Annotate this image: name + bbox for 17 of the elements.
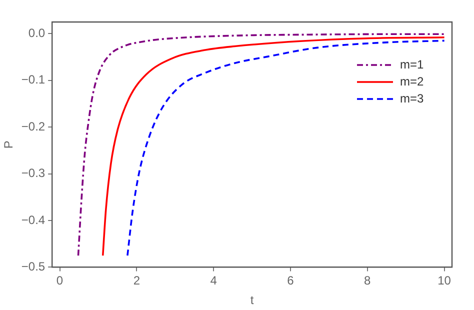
x-tick-label: 0 (56, 274, 64, 288)
legend-label: m=1 (400, 57, 424, 72)
x-tick-label: 6 (287, 274, 294, 288)
x-tick-label: 4 (210, 274, 218, 288)
y-tick-label: −0.5 (21, 260, 46, 274)
x-tick-label: 8 (364, 274, 372, 288)
x-axis-title: t (250, 293, 254, 308)
y-axis-title: P (2, 140, 16, 149)
y-tick-label: −0.1 (21, 72, 46, 87)
y-tick-label: −0.4 (21, 212, 46, 227)
x-tick-label: 2 (133, 274, 140, 288)
y-tick-label: −0.2 (21, 119, 46, 134)
legend-label: m=3 (400, 91, 424, 106)
y-tick-label: 0.0 (28, 26, 46, 40)
x-tick-label: 10 (438, 274, 452, 288)
legend-label: m=2 (400, 74, 424, 88)
y-tick-label: −0.3 (21, 166, 46, 180)
